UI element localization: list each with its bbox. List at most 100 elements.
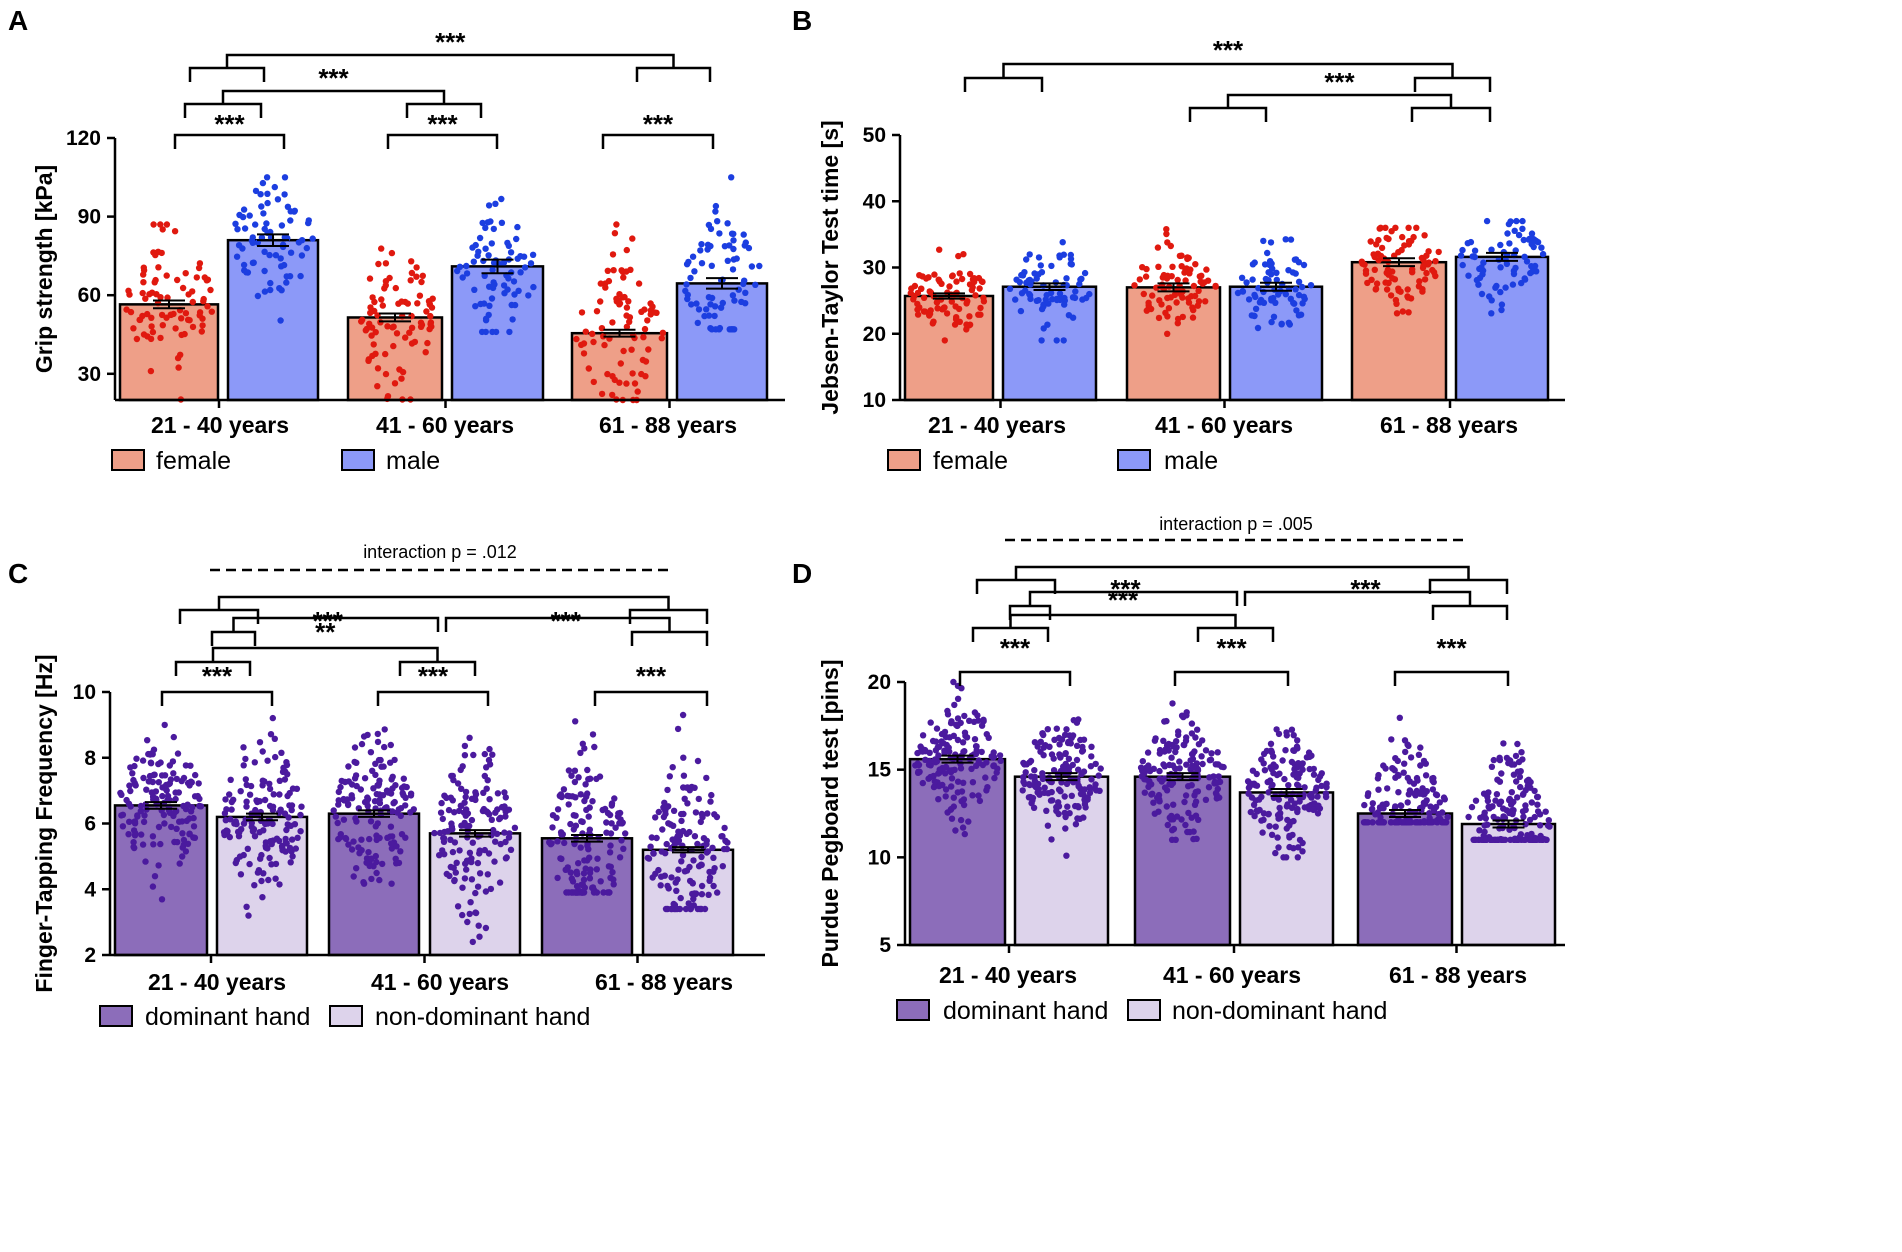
data-point bbox=[370, 341, 377, 348]
bracket-path bbox=[386, 133, 499, 149]
data-point bbox=[601, 341, 608, 349]
data-point bbox=[712, 208, 719, 215]
data-point bbox=[1533, 237, 1540, 245]
data-point bbox=[1299, 848, 1306, 855]
data-point bbox=[703, 841, 710, 848]
data-point bbox=[1405, 742, 1412, 750]
data-point bbox=[1172, 748, 1179, 756]
data-point bbox=[232, 220, 239, 227]
data-point bbox=[1191, 292, 1199, 300]
data-point bbox=[610, 267, 617, 274]
data-point bbox=[1259, 829, 1266, 836]
data-point bbox=[943, 310, 951, 317]
data-point bbox=[698, 260, 706, 267]
data-point bbox=[243, 903, 250, 910]
data-point bbox=[126, 818, 133, 825]
data-point bbox=[348, 781, 356, 788]
data-point bbox=[1513, 217, 1520, 225]
data-point bbox=[963, 321, 970, 328]
y-tick-label: 2 bbox=[84, 944, 96, 967]
data-point bbox=[1478, 290, 1486, 298]
data-point bbox=[1175, 728, 1182, 735]
data-point bbox=[179, 830, 186, 837]
data-point bbox=[149, 328, 157, 336]
data-point bbox=[448, 823, 456, 831]
data-point bbox=[623, 380, 630, 387]
data-point bbox=[161, 721, 168, 729]
significance-label: *** bbox=[1108, 585, 1139, 615]
data-point bbox=[698, 891, 706, 898]
data-point bbox=[1190, 306, 1197, 314]
data-point bbox=[423, 308, 430, 315]
data-point bbox=[1164, 330, 1171, 337]
data-point bbox=[1188, 814, 1195, 821]
data-point bbox=[1192, 734, 1199, 741]
data-point bbox=[271, 183, 278, 191]
data-point bbox=[387, 741, 394, 749]
data-point bbox=[972, 292, 979, 299]
data-point bbox=[181, 330, 188, 338]
data-point bbox=[159, 792, 166, 800]
data-point bbox=[941, 728, 949, 736]
data-point bbox=[222, 796, 229, 803]
data-point bbox=[1187, 757, 1194, 764]
data-point bbox=[957, 765, 965, 772]
data-point bbox=[237, 788, 244, 795]
data-point bbox=[276, 285, 283, 292]
data-point bbox=[490, 225, 497, 233]
data-point bbox=[1528, 240, 1535, 248]
data-point bbox=[251, 833, 259, 840]
data-point bbox=[1254, 808, 1261, 815]
data-point bbox=[358, 740, 366, 748]
bar-dominant-hand-0 bbox=[908, 757, 1007, 947]
data-point bbox=[581, 797, 588, 805]
data-point bbox=[259, 782, 266, 789]
data-point bbox=[475, 922, 482, 929]
data-point bbox=[1156, 767, 1163, 775]
data-point bbox=[1044, 726, 1052, 733]
data-point bbox=[638, 370, 645, 378]
data-point bbox=[585, 846, 592, 853]
data-point bbox=[151, 873, 159, 880]
data-point bbox=[655, 866, 662, 874]
bracket-path bbox=[217, 595, 670, 610]
data-point bbox=[366, 275, 374, 282]
y-tick-label: 4 bbox=[84, 878, 96, 901]
data-point bbox=[505, 242, 512, 249]
data-point bbox=[714, 218, 721, 225]
data-point bbox=[1260, 237, 1267, 245]
legend-swatch bbox=[896, 999, 930, 1021]
data-point bbox=[189, 288, 196, 295]
data-point bbox=[230, 796, 237, 803]
data-point bbox=[705, 221, 713, 229]
y-tick-label: 90 bbox=[78, 206, 101, 229]
data-point bbox=[126, 782, 133, 789]
data-point bbox=[398, 784, 406, 792]
data-point bbox=[582, 328, 589, 335]
data-point bbox=[1056, 254, 1063, 261]
data-point bbox=[1021, 287, 1029, 294]
data-point bbox=[443, 870, 450, 878]
data-point bbox=[704, 848, 712, 855]
data-point bbox=[398, 831, 406, 838]
data-point bbox=[919, 748, 926, 755]
data-point bbox=[384, 323, 391, 330]
data-point bbox=[1377, 224, 1384, 231]
data-point bbox=[579, 889, 587, 896]
data-point bbox=[1492, 284, 1499, 291]
data-point bbox=[573, 868, 580, 875]
data-point bbox=[507, 846, 515, 853]
data-point bbox=[163, 781, 170, 789]
data-point bbox=[729, 266, 737, 273]
data-point bbox=[251, 759, 258, 766]
data-point bbox=[1375, 236, 1382, 244]
data-point bbox=[698, 905, 705, 913]
data-point bbox=[690, 857, 697, 864]
significance-bracket bbox=[376, 690, 490, 706]
data-point bbox=[1273, 269, 1280, 276]
data-point bbox=[559, 831, 566, 838]
data-point bbox=[486, 302, 493, 309]
data-point bbox=[715, 326, 723, 333]
data-point bbox=[491, 858, 498, 865]
data-point bbox=[1170, 801, 1177, 808]
